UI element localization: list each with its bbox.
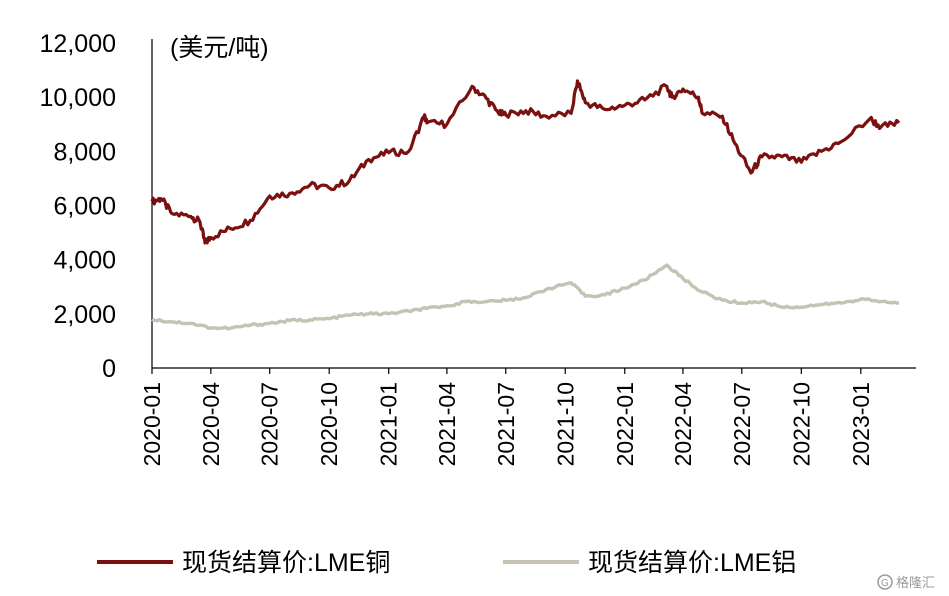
- x-tick-label: 2021-07: [493, 382, 519, 466]
- g-circle-logo-icon: [877, 574, 893, 590]
- y-tick-label: 10,000: [40, 84, 116, 112]
- watermark: G 格隆汇: [877, 574, 935, 590]
- series-line-lme-aluminum: [151, 263, 899, 331]
- series-layer: [150, 79, 901, 331]
- x-tick-label: 2021-01: [376, 382, 402, 466]
- series-line-lme-copper: [150, 79, 901, 245]
- x-tick-label: 2022-10: [788, 382, 814, 466]
- y-tick-label: 0: [102, 355, 116, 383]
- y-axis: 12,000 10,000 8,000 6,000 4,000 2,000 0: [40, 30, 153, 383]
- legend-label: 现货结算价:LME铜: [182, 549, 390, 577]
- x-tick-label: 2020-10: [316, 382, 342, 466]
- y-tick-label: 2,000: [53, 301, 116, 329]
- x-tick-label: 2020-07: [257, 382, 283, 466]
- x-tick-label: 2021-10: [552, 382, 578, 466]
- watermark-text: 格隆汇: [896, 575, 935, 590]
- y-tick-label: 4,000: [53, 247, 116, 275]
- y-tick-label: 12,000: [40, 30, 116, 58]
- y-tick-label: 8,000: [53, 138, 116, 166]
- y-unit-label: (美元/吨): [170, 34, 269, 62]
- x-tick-label: 2022-04: [670, 382, 696, 467]
- x-tick-label: 2020-04: [198, 382, 224, 467]
- x-tick-label: 2022-01: [612, 382, 638, 466]
- x-tick-label: 2022-07: [729, 382, 755, 466]
- x-tick-label: 2020-01: [139, 382, 165, 466]
- legend: 现货结算价:LME铜 现货结算价:LME铝: [97, 549, 796, 577]
- g-circle-logo-letter: G: [881, 578, 889, 589]
- y-tick-label: 6,000: [53, 193, 116, 221]
- x-tick-label: 2021-04: [434, 382, 460, 467]
- x-tick-label: 2023-01: [848, 382, 874, 466]
- x-axis: 2020-01 2020-04 2020-07 2020-10 2021-01 2021-…: [139, 367, 916, 467]
- legend-label: 现货结算价:LME铝: [588, 549, 796, 577]
